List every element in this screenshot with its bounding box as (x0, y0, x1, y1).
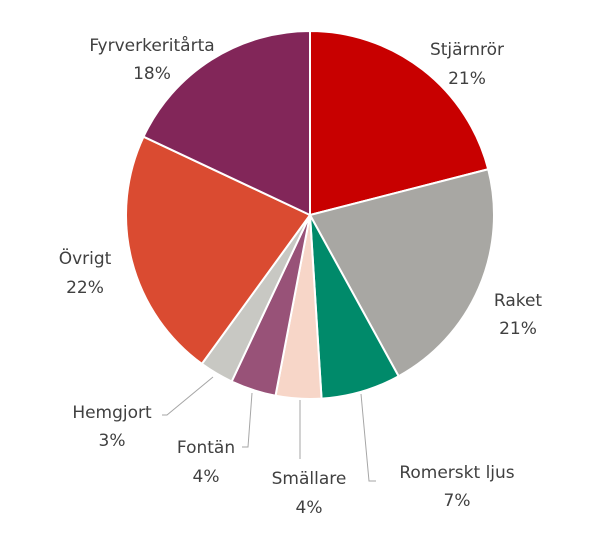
leader-line-fontan (242, 392, 253, 448)
slice-label-name-fontan: Fontän (177, 438, 235, 458)
slice-label-name-smallare: Smällare (272, 469, 347, 489)
pie-slice-raket[interactable] (308, 168, 495, 378)
leader-line-hemgjort (162, 376, 214, 416)
slice-label-percent-ovrigt: 22% (66, 278, 104, 298)
leader-lines (162, 376, 376, 482)
slice-label-percent-smallare: 4% (296, 498, 323, 518)
slice-label-name-ovrigt: Övrigt (59, 247, 112, 269)
slice-label-percent-fyrverkeritarta: 18% (133, 64, 171, 84)
slice-label-percent-fontan: 4% (193, 467, 220, 487)
slice-label-percent-romerskt-ljus: 7% (444, 491, 471, 511)
pie-slice-stjarnror[interactable] (309, 29, 490, 217)
slice-label-name-stjarnror: Stjärnrör (430, 40, 504, 60)
slice-label-name-raket: Raket (494, 291, 543, 311)
slice-label-name-romerskt-ljus: Romerskt ljus (399, 463, 514, 483)
slice-labels: Stjärnrör 21% Raket 21% Romerskt ljus 7% Smäll… (59, 35, 543, 518)
pie-slices (125, 29, 495, 400)
slice-label-percent-hemgjort: 3% (99, 431, 126, 451)
slice-label-name-fyrverkeritarta: Fyrverkeritårta (89, 35, 214, 56)
leader-line-romerskt-ljus (360, 393, 376, 482)
slice-label-name-hemgjort: Hemgjort (72, 403, 152, 423)
slice-label-percent-raket: 21% (499, 319, 537, 339)
pie-slice-fyrverkeritarta[interactable] (142, 29, 311, 217)
slice-label-percent-stjarnror: 21% (448, 69, 486, 89)
